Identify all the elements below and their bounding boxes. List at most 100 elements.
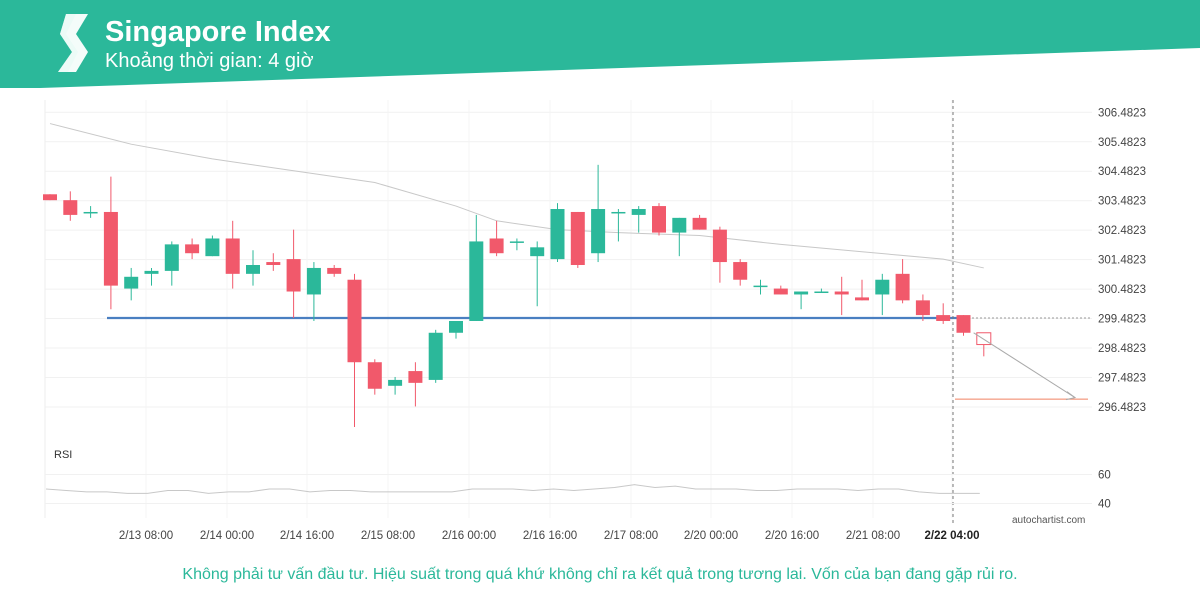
candle (367, 359, 382, 395)
candle-body (794, 291, 809, 295)
candle-body (509, 241, 524, 243)
candle-body (103, 211, 118, 286)
candle (469, 214, 484, 321)
candle-body (205, 238, 220, 257)
candle-body (388, 379, 403, 386)
y-tick-label: 303.4823 (1098, 196, 1146, 208)
candle-body (733, 262, 748, 280)
candle-body (144, 270, 159, 274)
candle-body (124, 276, 139, 289)
candle-body (875, 279, 890, 295)
moving-average-layer (49, 123, 984, 269)
candle (306, 262, 321, 321)
candle (936, 303, 951, 324)
candle (753, 279, 768, 295)
candle-body (550, 209, 565, 260)
candle-body (773, 288, 788, 295)
candle-body (530, 247, 545, 257)
candle (895, 259, 910, 304)
candle-body (185, 244, 200, 254)
candle (834, 276, 849, 316)
timeframe-subtitle: Khoảng thời gian: 4 giờ (105, 50, 314, 72)
candle (286, 229, 301, 319)
autochartist-logo-icon (58, 14, 88, 72)
candle (855, 279, 869, 301)
y-tick-label: 296.4823 (1098, 402, 1146, 414)
x-tick-label: 2/14 16:00 (280, 530, 334, 542)
candles-layer (43, 164, 971, 428)
candle-body (367, 362, 382, 389)
candle-body (915, 300, 930, 316)
forecast-layer (973, 332, 1077, 401)
x-tick-label: 2/21 08:00 (846, 530, 900, 542)
candle (915, 294, 930, 321)
moving-average-line (49, 123, 984, 269)
candle (124, 267, 139, 301)
candle (672, 217, 687, 257)
rsi-label: RSI (54, 449, 72, 461)
candle-body (225, 238, 240, 274)
header-banner: Singapore Index Khoảng thời gian: 4 giờ (0, 0, 1200, 88)
candle-body (956, 315, 971, 333)
candle (570, 211, 585, 268)
candle-body (692, 217, 707, 230)
candle-body (652, 206, 666, 233)
candle-body (428, 332, 443, 380)
candle-body (570, 211, 585, 265)
candle (185, 238, 200, 260)
x-tick-label: 2/16 00:00 (442, 530, 496, 542)
candle (205, 235, 220, 257)
x-tick-label: 2/14 00:00 (200, 530, 254, 542)
candle (692, 214, 707, 230)
candle (327, 265, 342, 277)
candle-body (306, 267, 321, 295)
candle-body (408, 371, 423, 383)
candle (611, 209, 626, 242)
forecast-candle-body (976, 332, 992, 346)
candle (144, 267, 159, 286)
candle-body (164, 244, 179, 271)
candle (875, 273, 890, 316)
x-tick-label: 2/20 00:00 (684, 530, 738, 542)
y-tick-label: 304.4823 (1098, 166, 1146, 178)
candle (530, 241, 545, 307)
x-tick-label: 2/15 08:00 (361, 530, 415, 542)
candle (43, 194, 57, 201)
candle-body (712, 229, 727, 263)
candle (388, 376, 403, 395)
candle-body (63, 200, 78, 215)
candle-body (43, 194, 57, 201)
candle (225, 220, 240, 289)
x-tick-label: 2/16 16:00 (523, 530, 577, 542)
y-tick-label: 298.4823 (1098, 343, 1146, 355)
candle (794, 291, 809, 310)
candle (509, 238, 524, 251)
candle-body (469, 241, 484, 321)
candle-body (855, 297, 869, 301)
candle-body (347, 279, 362, 363)
candle-body (266, 262, 281, 265)
candle (652, 203, 666, 236)
y-tick-label: 302.4823 (1098, 225, 1146, 237)
candle-body (246, 265, 260, 274)
watermark: autochartist.com (1012, 515, 1086, 526)
candle-body (611, 211, 626, 214)
candle (103, 176, 118, 310)
candle (347, 273, 362, 428)
banner-shape (0, 0, 1200, 88)
candle-body (834, 291, 849, 295)
forecast-arrow-line (973, 332, 1076, 399)
candle (164, 241, 179, 286)
y-tick-label: 300.4823 (1098, 284, 1146, 296)
candle (489, 220, 504, 257)
candle (712, 226, 727, 283)
disclaimer-text: Không phải tư vấn đầu tư. Hiệu suất tron… (182, 566, 1018, 583)
x-tick-label: 2/20 16:00 (765, 530, 819, 542)
x-tick-label: 2/17 08:00 (604, 530, 658, 542)
y-tick-label: 299.4823 (1098, 314, 1146, 326)
candle-body (936, 315, 951, 321)
candle (591, 164, 606, 263)
candle-body (753, 285, 768, 288)
rsi-tick-label: 40 (1098, 499, 1111, 511)
